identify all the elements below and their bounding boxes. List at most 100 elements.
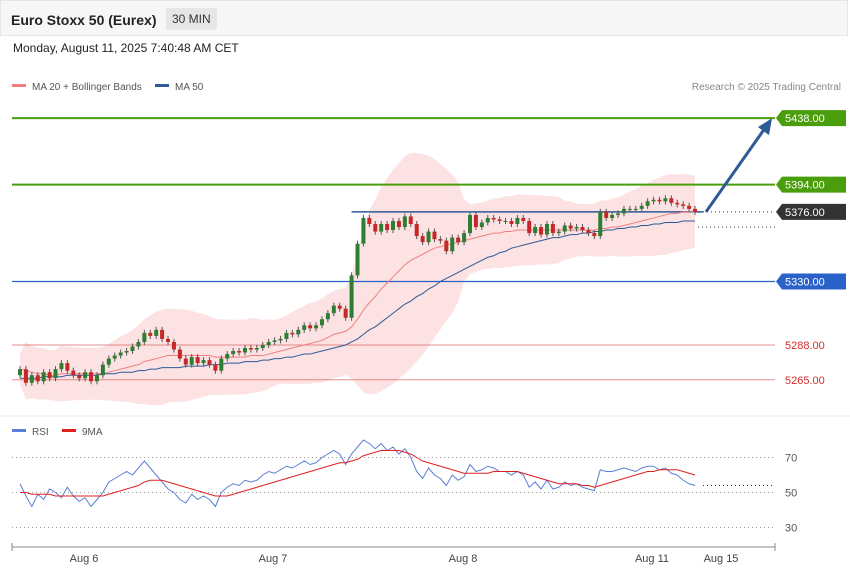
x-tick-label: Aug 15 [704,553,739,565]
candle-body [296,329,301,335]
timestamp: Monday, August 11, 2025 7:40:48 AM CET [13,41,239,55]
candle-body [225,354,230,359]
candle-body [118,352,123,356]
candle-body [616,213,621,215]
candle-body [213,364,218,371]
candle-body [219,358,224,371]
candle-body [355,243,360,276]
candle-body [231,351,236,355]
candle-body [491,217,496,220]
candle-body [284,332,289,339]
candle-body [361,217,366,244]
candle-body [651,199,656,202]
candle-body [183,358,188,365]
candle-body [290,332,295,335]
candle-body [432,231,437,240]
candle-body [89,372,94,382]
candle-body [18,369,22,376]
candle-body [171,341,176,350]
candle-body [639,205,644,209]
candle-body [325,313,330,320]
candle-body [515,217,520,224]
candle-body [544,224,549,235]
candle-body [479,222,484,228]
x-tick-label: Aug 6 [70,553,99,565]
x-tick-label: Aug 7 [259,553,288,565]
candle-body [148,332,153,336]
level-tag [776,273,846,290]
level-label: 5330.00 [785,276,825,288]
candle-body [106,358,111,365]
candle-body [693,208,697,212]
candle-body [331,305,336,314]
candle-body [444,240,449,252]
candle-body [319,319,324,326]
candle-body [41,372,46,382]
candle-body [450,237,455,252]
rsi-legend-swatch [62,429,76,432]
candle-body [254,348,259,350]
candle-body [308,325,313,329]
candle-body [47,372,52,379]
candle-body [675,202,680,205]
candle-body [562,225,567,232]
x-tick-label: Aug 8 [449,553,478,565]
level-label: 5288.00 [785,340,825,352]
candle-body [94,375,99,382]
candle-body [574,227,579,229]
candle-body [83,372,88,379]
legend-swatch [155,84,169,87]
level-label: 5376.00 [785,207,825,219]
x-tick-label: Aug 11 [635,553,669,565]
rsi-tick-label: 50 [785,488,797,500]
forecast-arrow [704,127,767,213]
candle-body [645,201,650,206]
rsi-ma-line [20,450,696,497]
candle-body [373,224,378,232]
candle-body [237,351,242,353]
candle-body [367,217,372,224]
candle-body [29,375,34,383]
candle-body [189,357,194,365]
candle-body [456,237,461,243]
candle-body [23,369,28,383]
candle-body [408,216,413,224]
candle-body [337,305,342,309]
level-tag [776,110,846,127]
level-tag [776,203,846,220]
candle-body [396,220,401,228]
legend-label-main: MA 20 + Bollinger Bands [32,82,142,93]
candle-body [681,204,686,206]
level-label: 5265.00 [785,375,825,387]
candle-body [586,230,591,234]
rsi-legend-swatch [12,429,26,432]
candle-body [420,236,425,243]
candle-body [657,199,662,202]
candle-body [533,227,538,234]
candle-body [402,216,407,228]
chart-header: Euro Stoxx 50 (Eurex) 30 MIN [0,0,848,36]
candle-body [195,357,200,364]
candle-body [243,348,247,353]
candle-body [136,341,141,347]
candle-body [53,369,58,379]
candle-body [142,332,147,342]
candle-body [521,217,526,221]
candle-body [166,338,171,342]
copyright-label: Research © 2025 Trading Central [692,82,841,93]
candle-body [112,355,117,359]
candle-body [485,217,490,223]
candle-body [556,231,561,234]
interval-badge[interactable]: 30 MIN [166,8,217,30]
rsi-tick-label: 30 [785,523,797,535]
candle-body [349,275,354,318]
forecast-arrowhead [758,118,772,136]
candle-body [426,231,431,243]
candle-body [35,375,40,382]
candle-body [550,224,555,234]
candle-body [160,329,165,339]
candle-body [663,198,668,202]
candle-body [302,325,307,330]
candle-body [414,224,419,237]
